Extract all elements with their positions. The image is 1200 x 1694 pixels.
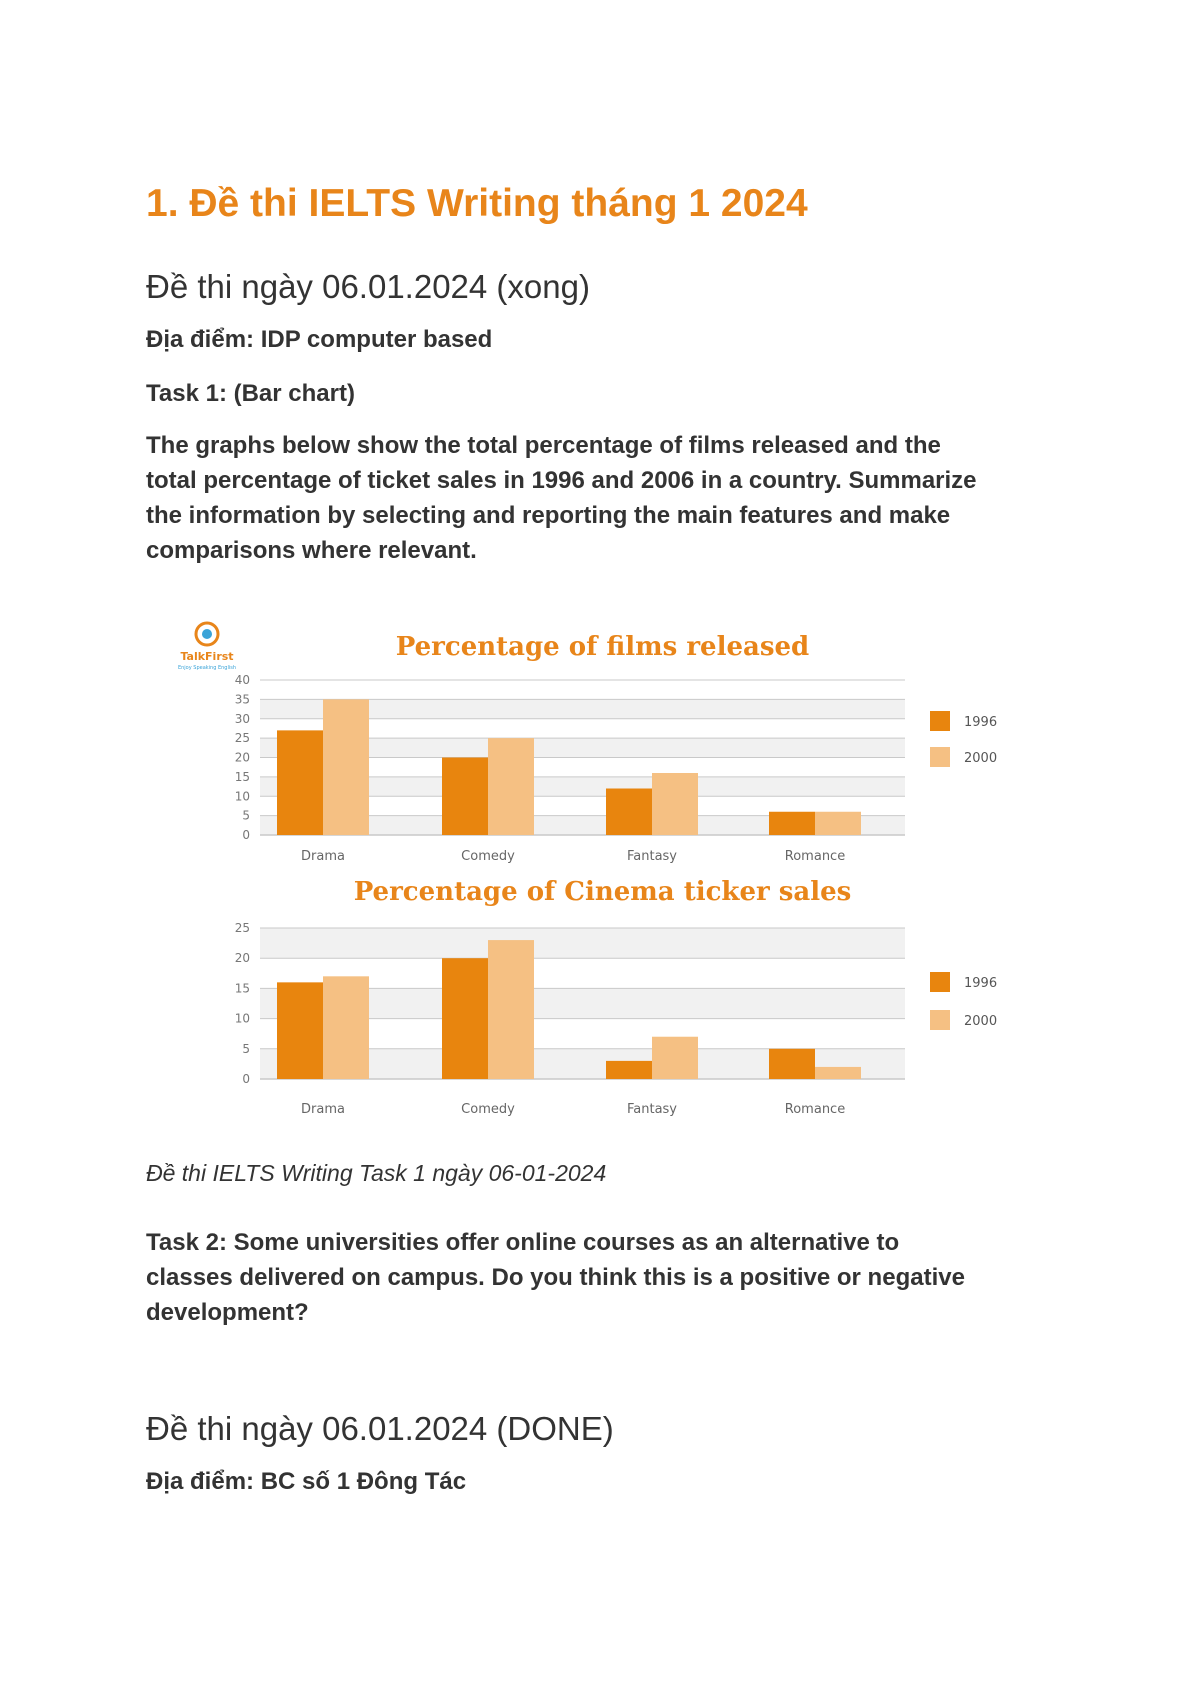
y-tick-label: 25 — [235, 731, 250, 745]
y-tick-label: 20 — [235, 751, 250, 765]
bar-fantasy-1996 — [606, 1060, 652, 1079]
bar-fantasy-2000 — [652, 1036, 698, 1079]
legend-label: 1996 — [964, 976, 997, 991]
legend-swatch-1996 — [930, 972, 950, 992]
exam2-title: Đề thi ngày 06.01.2024 (DONE) — [146, 1410, 614, 1447]
y-tick-label: 20 — [235, 951, 250, 965]
legend-swatch-2000 — [930, 1010, 950, 1030]
bar-romance-1996 — [769, 1048, 815, 1079]
exam1-title: Đề thi ngày 06.01.2024 (xong) — [146, 268, 590, 305]
bar-comedy-1996 — [442, 757, 488, 835]
bar-drama-2000 — [323, 699, 369, 835]
x-category-label: Fantasy — [627, 849, 677, 864]
task1-line: the information by selecting and reporti… — [146, 502, 951, 529]
exam2-location: Địa điểm: BC số 1 Đông Tác — [146, 1468, 467, 1495]
task2-line: development? — [146, 1299, 309, 1326]
task1-line: comparisons where relevant. — [146, 537, 477, 564]
y-tick-label: 15 — [235, 770, 250, 784]
y-tick-label: 35 — [235, 692, 250, 706]
task1-line: total percentage of ticket sales in 1996… — [146, 467, 977, 494]
logo-bubble-icon — [194, 621, 220, 647]
y-tick-label: 15 — [235, 981, 250, 995]
y-tick-label: 0 — [242, 1072, 250, 1086]
bar-romance-2000 — [815, 811, 861, 835]
y-tick-label: 0 — [242, 828, 250, 842]
logo-dot-icon — [202, 629, 212, 639]
bar-comedy-1996 — [442, 958, 488, 1079]
chart-caption: Đề thi IELTS Writing Task 1 ngày 06-01-2… — [146, 1160, 607, 1186]
bar-drama-2000 — [323, 976, 369, 1079]
x-category-label: Romance — [785, 1102, 845, 1117]
grid-band — [260, 699, 905, 719]
y-tick-label: 40 — [235, 673, 250, 687]
logo-tagline: Enjoy Speaking English — [178, 665, 236, 671]
bar-charts: Percentage of films released 0 5 10 15 20 25 30… — [235, 632, 997, 1117]
grid-band — [260, 815, 905, 835]
bar-fantasy-2000 — [652, 773, 698, 835]
y-tick-label: 5 — [242, 1042, 250, 1056]
logo-name: TalkFirst — [180, 650, 233, 663]
task1-label: Task 1: (Bar chart) — [146, 380, 355, 407]
y-tick-label: 5 — [242, 809, 250, 823]
bar-fantasy-1996 — [606, 788, 652, 835]
task2-line: classes delivered on campus. Do you thin… — [146, 1264, 965, 1291]
bar-comedy-2000 — [488, 940, 534, 1079]
task2-line: Task 2: Some universities offer online c… — [146, 1229, 900, 1256]
chart-title: Percentage of Cinema ticker sales — [354, 877, 852, 907]
bar-comedy-2000 — [488, 738, 534, 835]
x-category-label: Drama — [301, 1102, 345, 1117]
bar-romance-1996 — [769, 811, 815, 835]
legend-label: 2000 — [964, 1014, 997, 1029]
legend-label: 1996 — [964, 715, 997, 730]
exam1-location: Địa điểm: IDP computer based — [146, 326, 493, 353]
y-tick-label: 25 — [235, 921, 250, 935]
page-title: 1. Đề thi IELTS Writing tháng 1 2024 — [146, 182, 808, 225]
x-category-label: Comedy — [461, 1102, 515, 1117]
x-category-label: Fantasy — [627, 1102, 677, 1117]
x-category-label: Drama — [301, 849, 345, 864]
bar-drama-1996 — [277, 982, 323, 1079]
legend-swatch-2000 — [930, 747, 950, 767]
grid-band — [260, 776, 905, 797]
grid-band — [260, 738, 905, 758]
y-tick-label: 10 — [235, 1012, 250, 1026]
task1-line: The graphs below show the total percenta… — [146, 432, 941, 459]
grid-band — [260, 928, 905, 959]
bar-romance-2000 — [815, 1066, 861, 1079]
task1-prompt: The graphs below show the total percenta… — [146, 428, 1066, 568]
bar-drama-1996 — [277, 730, 323, 835]
chart-figure: TalkFirst Enjoy Speaking English Percent… — [160, 610, 1020, 1130]
task2-prompt: Task 2: Some universities offer online c… — [146, 1225, 1066, 1330]
chart-title: Percentage of films released — [396, 632, 809, 662]
x-category-label: Romance — [785, 849, 845, 864]
legend-label: 2000 — [964, 751, 997, 766]
legend-swatch-1996 — [930, 711, 950, 731]
y-tick-label: 30 — [235, 712, 250, 726]
y-tick-label: 10 — [235, 789, 250, 803]
x-category-label: Comedy — [461, 849, 515, 864]
talkfirst-logo: TalkFirst Enjoy Speaking English — [178, 621, 236, 671]
